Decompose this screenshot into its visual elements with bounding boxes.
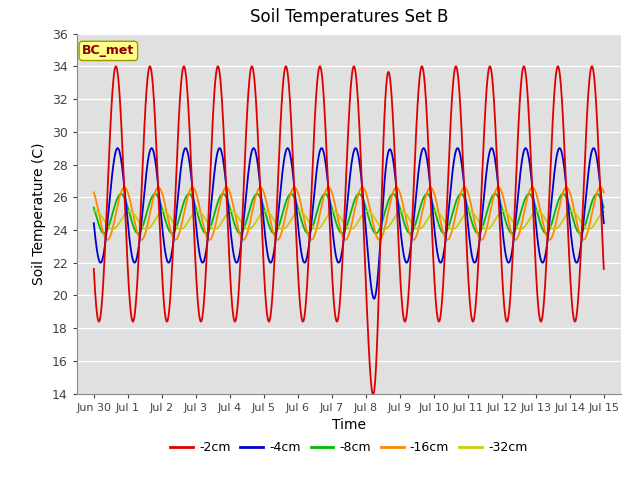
- Title: Soil Temperatures Set B: Soil Temperatures Set B: [250, 9, 448, 26]
- Y-axis label: Soil Temperature (C): Soil Temperature (C): [33, 143, 46, 285]
- Text: BC_met: BC_met: [82, 44, 134, 58]
- X-axis label: Time: Time: [332, 418, 366, 432]
- Legend: -2cm, -4cm, -8cm, -16cm, -32cm: -2cm, -4cm, -8cm, -16cm, -32cm: [165, 436, 532, 459]
